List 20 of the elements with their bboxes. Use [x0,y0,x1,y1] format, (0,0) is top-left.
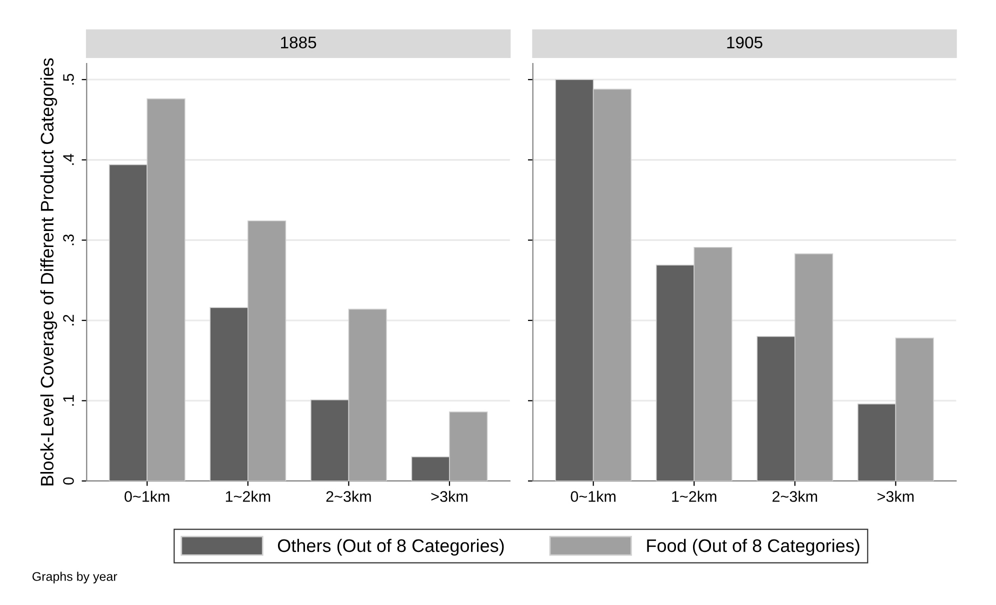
x-tick-label: 0~1km [570,490,616,502]
y-tick-label: .4 [63,154,74,165]
x-tick-label: >3km [878,490,914,502]
y-tick-label: .3 [63,234,74,246]
x-tick-label: 2~3km [326,490,371,502]
legend-label: Others (Out of 8 Categories) [278,538,504,556]
chart-title: 1885 [281,36,316,48]
text: Graphs by year [32,572,118,584]
x-tick-label: >3km [431,490,468,502]
x-tick-label: 0~1km [124,490,170,502]
y-tick-label: .5 [63,74,74,85]
y-tick-label: 0 [63,477,74,485]
chart-title: 1905 [727,36,762,48]
x-tick-label: 1~2km [226,490,270,502]
x-tick-label: 2~3km [772,490,818,502]
x-tick-label: 1~2km [672,490,716,502]
legend-label: Food (Out of 8 Categories) [647,538,860,556]
y-axis-title: Block-Level Coverage of Different Product Categories [40,58,58,486]
y-tick-label: .2 [63,314,74,326]
y-tick-label: .1 [63,395,74,406]
